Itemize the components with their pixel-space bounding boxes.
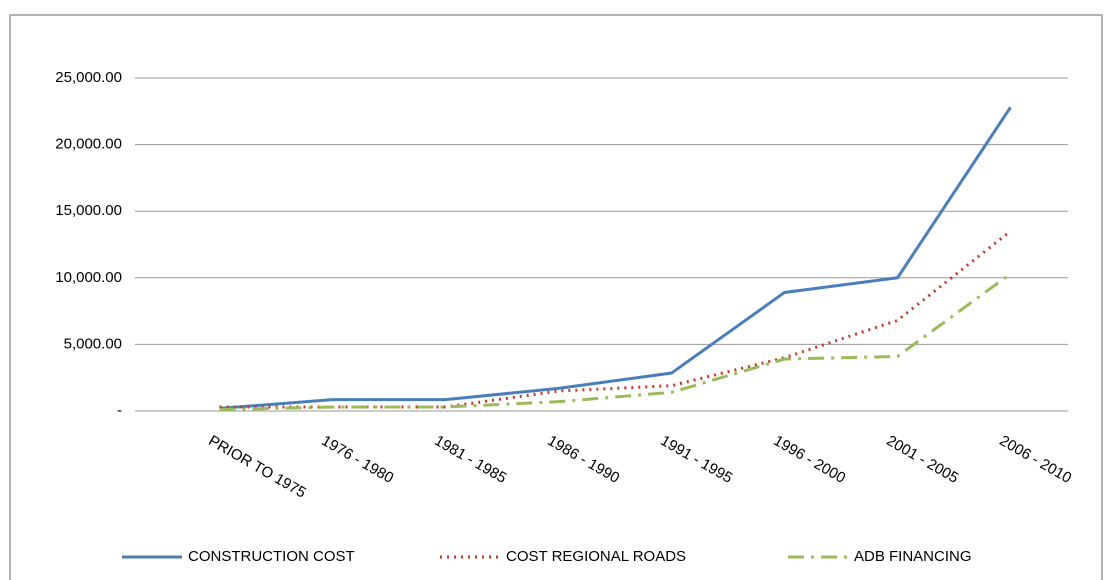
y-tick-label: 25,000.00 xyxy=(55,69,122,86)
legend-label: CONSTRUCTION COST xyxy=(188,548,355,565)
y-tick-label: - xyxy=(117,402,122,419)
series-line xyxy=(219,106,1012,410)
legend-label: ADB FINANCING xyxy=(854,548,972,565)
y-tick-label: 5,000.00 xyxy=(64,335,122,352)
y-tick-label: 10,000.00 xyxy=(55,269,122,286)
y-tick-label: 20,000.00 xyxy=(55,136,122,153)
y-tick-label: 15,000.00 xyxy=(55,202,122,219)
legend-label: COST REGIONAL ROADS xyxy=(506,548,686,565)
chart-frame xyxy=(9,14,1103,580)
series-line xyxy=(219,272,1012,412)
